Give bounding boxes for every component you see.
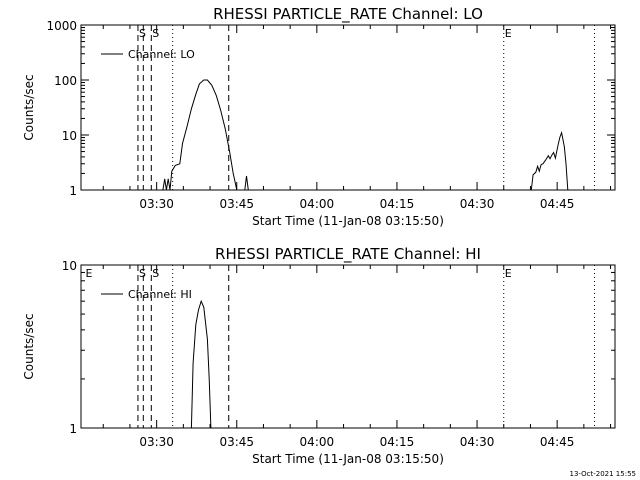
x-tick-label: 03:45 [219,435,254,449]
legend-label: Channel: HI [128,288,192,301]
chart-title: RHESSI PARTICLE_RATE Channel: LO [213,5,483,24]
chart-title: RHESSI PARTICLE_RATE Channel: HI [215,245,481,264]
hi-channel-plot: RHESSI PARTICLE_RATE Channel: HI Start Ti… [22,245,616,466]
y-tick-label: 1 [69,422,77,436]
x-tick-label: 04:15 [380,435,415,449]
event-marker-label: E [505,267,512,280]
x-tick-label: 04:00 [300,197,335,211]
lo-channel-plot: RHESSI PARTICLE_RATE Channel: LO Start Ti… [22,5,616,228]
x-axis-label: Start Time (11-Jan-08 03:15:50) [252,214,444,228]
plot-frame [80,264,616,429]
x-tick-label: 03:45 [219,197,254,211]
plot-frame [80,24,616,191]
series-line [162,79,238,191]
series-line [530,130,569,191]
y-axis-label: Counts/sec [22,74,36,140]
x-tick-label: 03:30 [139,435,174,449]
y-tick-label: 1 [69,184,77,198]
x-tick-label: 04:45 [540,197,575,211]
x-tick-label: 04:15 [380,197,415,211]
x-tick-label: 04:30 [460,435,495,449]
event-marker-label: E [86,267,93,280]
x-tick-label: 04:45 [540,435,575,449]
y-tick-label: 1000 [46,19,77,33]
plot-timestamp: 13-Oct-2021 15:55 [570,470,636,478]
event-marker-label: E [505,27,512,40]
x-tick-label: 04:00 [300,435,335,449]
x-axis-label: Start Time (11-Jan-08 03:15:50) [252,452,444,466]
event-marker-label: S [152,267,159,280]
x-tick-label: 03:30 [139,197,174,211]
y-tick-label: 10 [62,259,77,273]
y-tick-label: 100 [54,74,77,88]
legend-label: Channel: LO [128,48,195,61]
series-line [190,299,212,429]
event-marker-label: S [152,27,159,40]
y-tick-label: 10 [62,129,77,143]
series-line [244,175,249,191]
event-marker-label: S [139,27,146,40]
x-tick-label: 04:30 [460,197,495,211]
y-axis-label: Counts/sec [22,313,36,379]
event-marker-label: S [139,267,146,280]
